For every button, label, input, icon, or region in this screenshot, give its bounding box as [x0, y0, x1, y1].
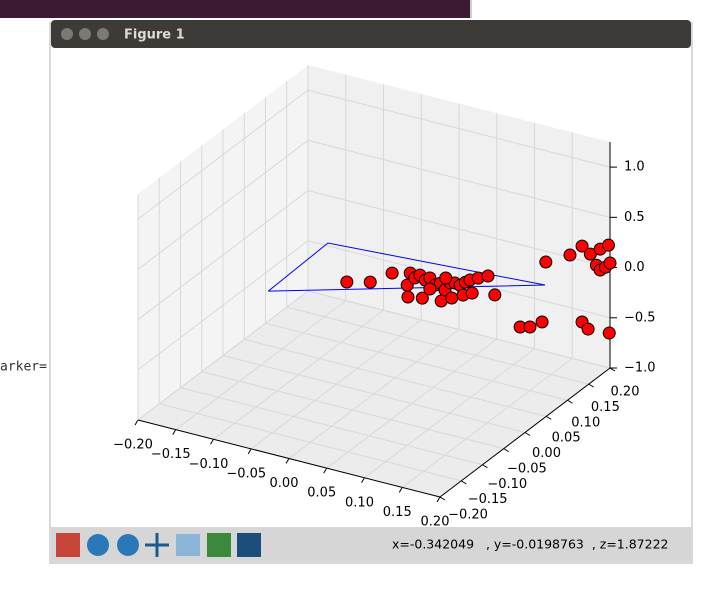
y-tick-label: 0.05 [552, 431, 581, 446]
grid-line [137, 240, 611, 371]
point [401, 290, 415, 304]
point [340, 275, 354, 289]
y-tick-label: 0.15 [591, 400, 620, 415]
point [439, 271, 453, 285]
point [415, 291, 429, 305]
y-tick [545, 415, 552, 420]
y-tick [503, 448, 510, 453]
pan-button[interactable] [145, 533, 169, 557]
z-tick-label: −1.0 [624, 361, 656, 376]
y-tick-label: 0.10 [571, 415, 600, 430]
y-tick [439, 496, 446, 501]
window-titlebar [51, 20, 691, 48]
grid-line [137, 290, 611, 421]
x-tick [436, 496, 441, 503]
x-tick-label: −0.15 [151, 447, 191, 462]
y-tick [524, 432, 531, 436]
forward-button[interactable] [117, 534, 139, 556]
point [385, 266, 399, 280]
x-tick-label: −0.20 [113, 438, 153, 453]
zoom-button[interactable] [176, 534, 200, 556]
z-tick-label: −0.5 [624, 310, 656, 325]
y-tick [482, 464, 488, 469]
status-text: x=-0.342049 , y=-0.0198763 , z=1.87222 [392, 537, 669, 552]
plot: −0.20−0.15−0.10−0.050.000.050.100.150.20… [113, 65, 656, 530]
maximize-button[interactable] [97, 28, 109, 40]
x-tick [134, 419, 139, 426]
terminal-titlebar [0, 0, 470, 18]
x-tick-label: 0.15 [383, 505, 412, 520]
point [603, 256, 617, 270]
x-tick [323, 467, 328, 474]
x-tick-label: −0.05 [226, 466, 266, 481]
point [581, 322, 595, 336]
terminal-text: arker= [0, 360, 47, 375]
point [575, 239, 589, 253]
x-tick [285, 458, 290, 464]
save-button[interactable] [237, 533, 261, 557]
point [539, 255, 553, 269]
z-tick-label: 1.0 [624, 160, 645, 175]
y-tick [588, 383, 595, 388]
point [602, 326, 616, 340]
y-tick-label: −0.15 [468, 492, 508, 507]
x-tick-label: −0.10 [189, 457, 229, 472]
x-tick [247, 448, 252, 455]
x-tick-label: 0.00 [270, 476, 299, 491]
close-button[interactable] [61, 28, 73, 40]
x-tick [172, 429, 177, 435]
x-tick-label: 0.20 [421, 515, 450, 530]
x-axis [137, 419, 441, 498]
point [488, 288, 502, 302]
x-tick [361, 477, 365, 484]
minimize-button[interactable] [79, 28, 91, 40]
point [363, 275, 377, 289]
point [481, 269, 495, 283]
point [445, 291, 459, 305]
y-axis [439, 367, 611, 498]
y-tick-label: 0.20 [611, 385, 640, 400]
point [423, 282, 437, 296]
y-tick-label: −0.05 [507, 461, 547, 476]
point [563, 248, 577, 262]
x-tick-label: 0.10 [345, 495, 374, 510]
x-tick [210, 438, 214, 445]
y-tick-label: −0.10 [487, 477, 527, 492]
z-tick-label: 0.5 [624, 210, 645, 225]
y-tick-label: 0.00 [532, 446, 561, 461]
point [535, 315, 549, 329]
grid-line [137, 190, 611, 320]
y-tick-label: −0.20 [448, 508, 488, 523]
subplots-button[interactable] [207, 533, 231, 557]
back-button[interactable] [87, 534, 109, 556]
grid-line [137, 89, 611, 220]
point [601, 238, 615, 252]
point [465, 286, 479, 300]
x-tick [398, 487, 403, 493]
point [523, 320, 537, 334]
window-title: Figure 1 [124, 28, 185, 43]
terminal-edge [470, 0, 472, 18]
y-tick [567, 399, 573, 404]
grid-line [137, 139, 611, 270]
x-tick-label: 0.05 [307, 486, 336, 501]
y-tick [460, 480, 467, 485]
home-button[interactable] [56, 533, 80, 557]
z-tick-label: 0.0 [624, 260, 645, 275]
